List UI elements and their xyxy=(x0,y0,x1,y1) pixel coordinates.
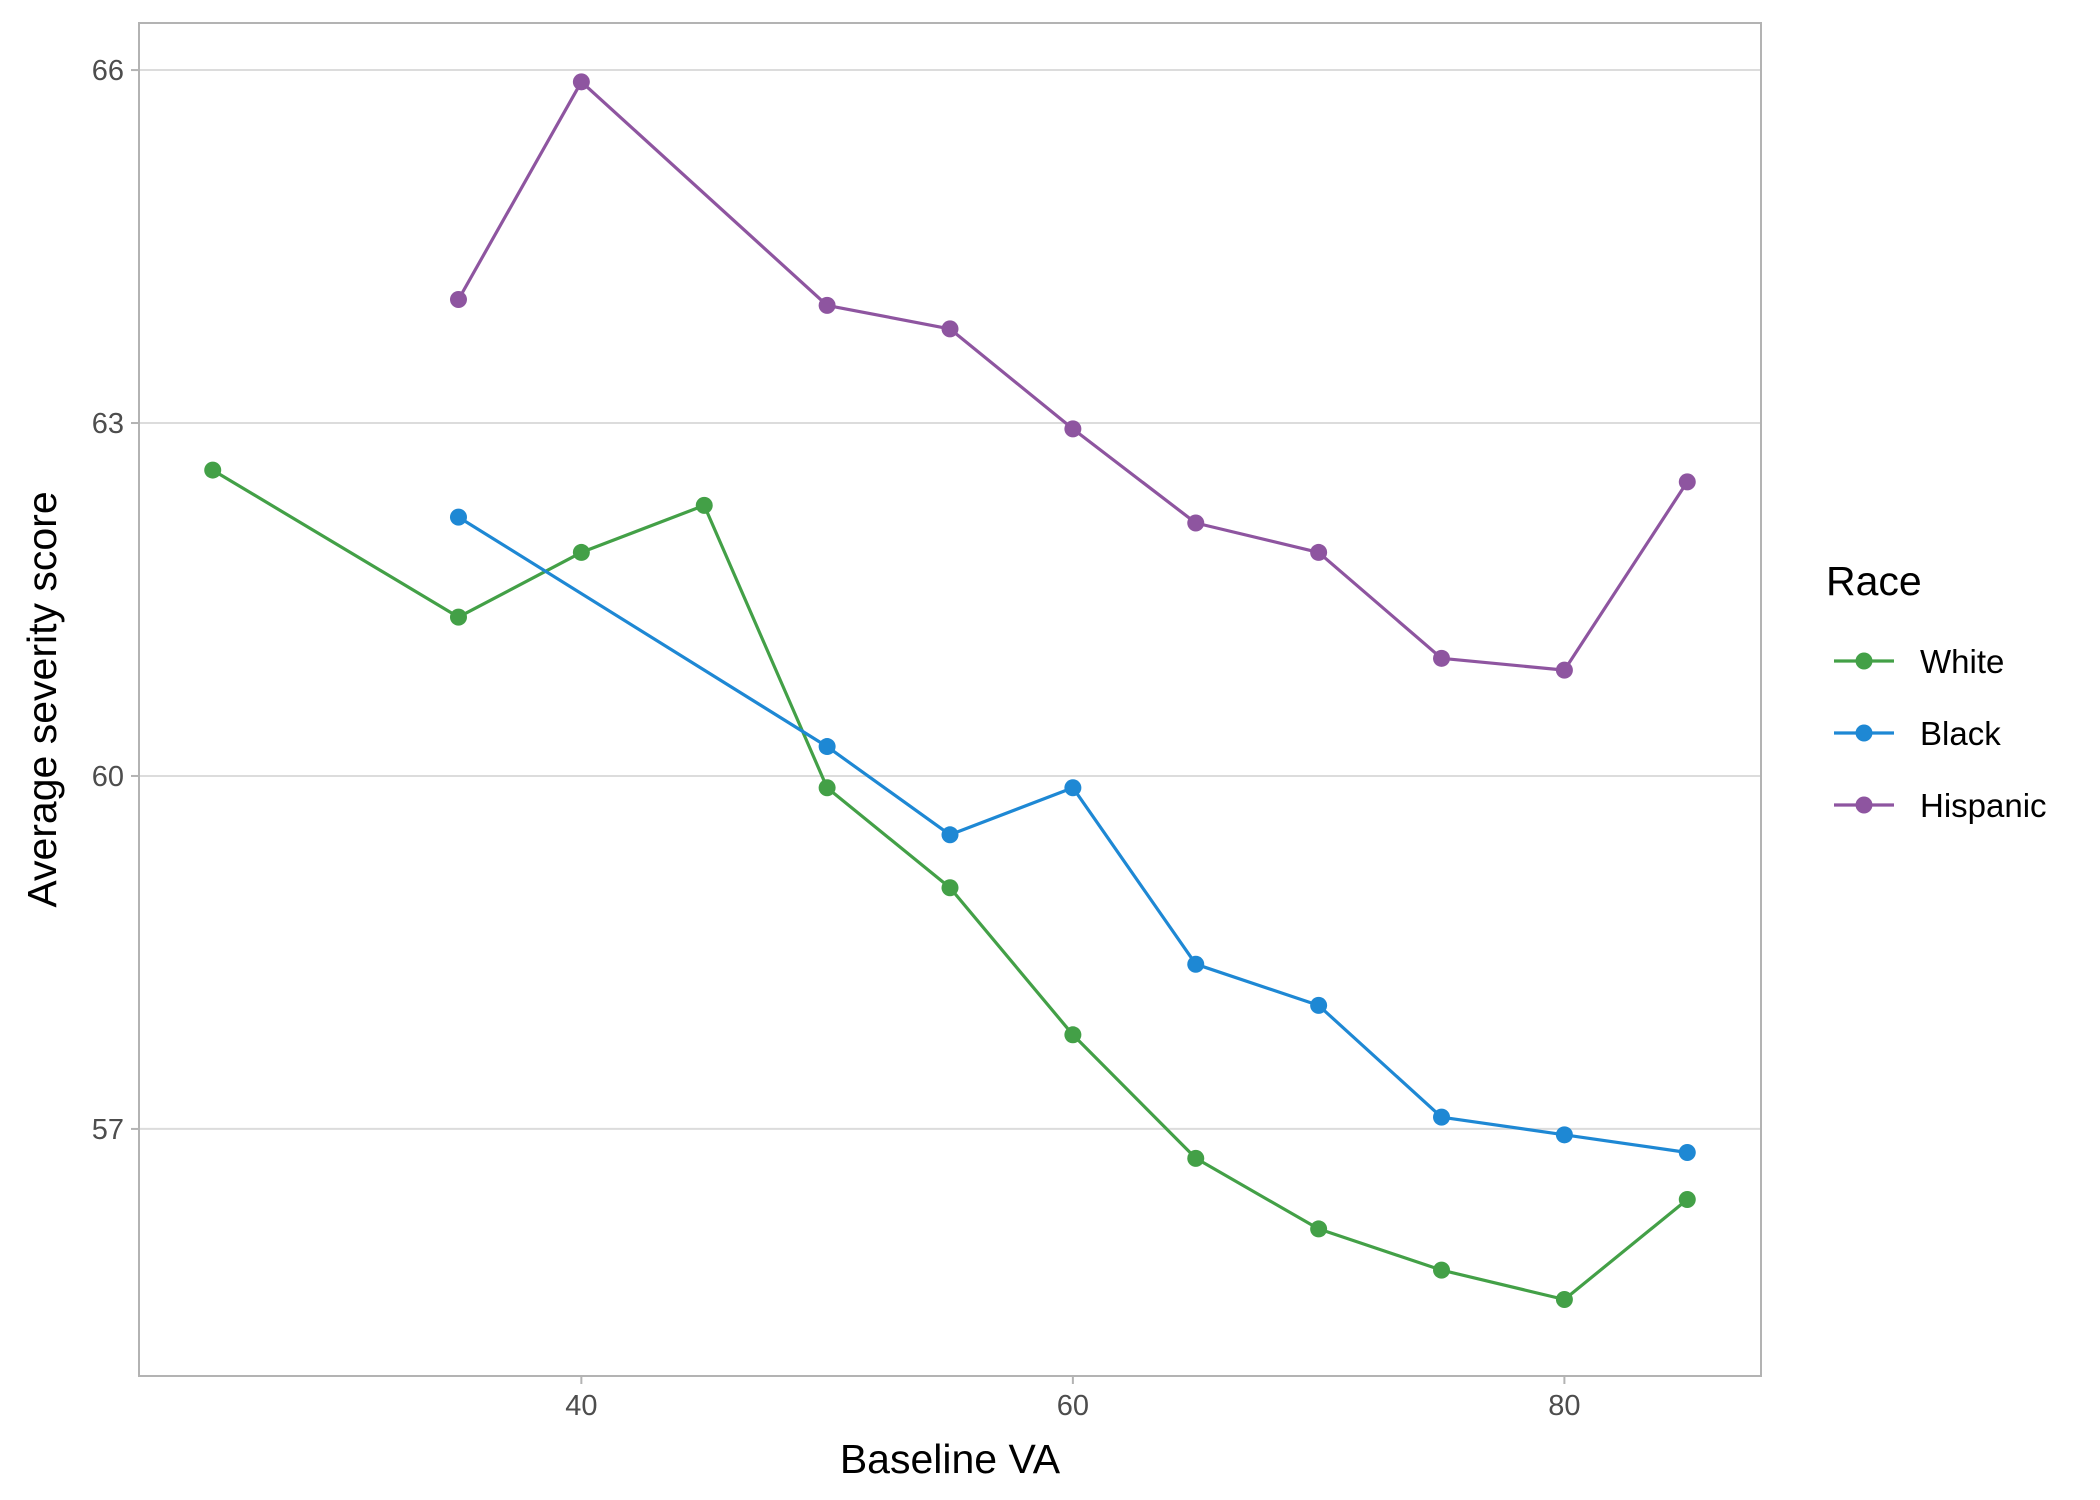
data-point xyxy=(1433,1108,1451,1126)
data-point xyxy=(1555,1126,1573,1144)
data-point xyxy=(1310,1220,1328,1238)
data-point xyxy=(1678,1143,1696,1161)
legend-item-white: White xyxy=(1834,643,2004,680)
data-point xyxy=(449,608,467,626)
data-point xyxy=(818,738,836,756)
data-point xyxy=(1187,955,1205,973)
legend-key-point xyxy=(1855,796,1873,814)
data-point xyxy=(1064,420,1082,438)
legend: Race White Black Hispanic xyxy=(1826,558,2047,824)
y-axis: 57 60 63 66 xyxy=(92,55,139,1146)
legend-label: Hispanic xyxy=(1920,787,2047,824)
series-hispanic xyxy=(449,73,1696,679)
legend-title: Race xyxy=(1826,558,1922,604)
data-point xyxy=(941,826,959,844)
legend-key-point xyxy=(1855,724,1873,742)
data-point xyxy=(449,508,467,526)
series-line xyxy=(211,468,1689,1302)
data-point xyxy=(818,779,836,797)
data-point xyxy=(1064,1026,1082,1044)
data-point xyxy=(818,296,836,314)
data-point xyxy=(572,73,590,91)
x-tick-label: 40 xyxy=(565,1390,597,1422)
y-tick-label: 60 xyxy=(92,761,124,793)
data-point xyxy=(204,461,222,479)
data-point xyxy=(1433,1261,1451,1279)
series-line xyxy=(457,80,1689,672)
legend-label: White xyxy=(1920,643,2004,680)
data-point xyxy=(1187,514,1205,532)
legend-item-hispanic: Hispanic xyxy=(1834,787,2047,824)
y-tick-label: 57 xyxy=(92,1114,124,1146)
data-point xyxy=(1310,996,1328,1014)
x-axis-title: Baseline VA xyxy=(840,1436,1061,1482)
data-point xyxy=(449,290,467,308)
legend-key-point xyxy=(1855,652,1873,670)
series-line xyxy=(457,515,1688,1155)
data-point xyxy=(1555,1291,1573,1309)
data-point xyxy=(941,879,959,897)
y-tick-label: 63 xyxy=(92,408,124,440)
plot-panel xyxy=(138,22,1762,1377)
data-point xyxy=(1678,473,1696,491)
data-point xyxy=(695,496,713,514)
x-tick-label: 80 xyxy=(1548,1390,1580,1422)
series-black xyxy=(449,508,1696,1161)
legend-item-black: Black xyxy=(1834,715,2001,752)
data-point xyxy=(572,543,590,561)
x-axis: 40 60 80 xyxy=(565,1376,1581,1422)
x-tick-label: 60 xyxy=(1057,1390,1089,1422)
data-point xyxy=(1064,779,1082,797)
data-point xyxy=(1678,1191,1696,1209)
series-white xyxy=(204,461,1696,1309)
y-axis-title: Average severity score xyxy=(19,491,65,907)
legend-label: Black xyxy=(1920,715,2001,752)
series-layer xyxy=(204,73,1696,1309)
y-tick-label: 66 xyxy=(92,55,124,87)
grid-lines xyxy=(139,69,1761,1130)
data-point xyxy=(1555,661,1573,679)
data-point xyxy=(1310,543,1328,561)
data-point xyxy=(1187,1149,1205,1167)
data-point xyxy=(1433,649,1451,667)
data-point xyxy=(941,320,959,338)
